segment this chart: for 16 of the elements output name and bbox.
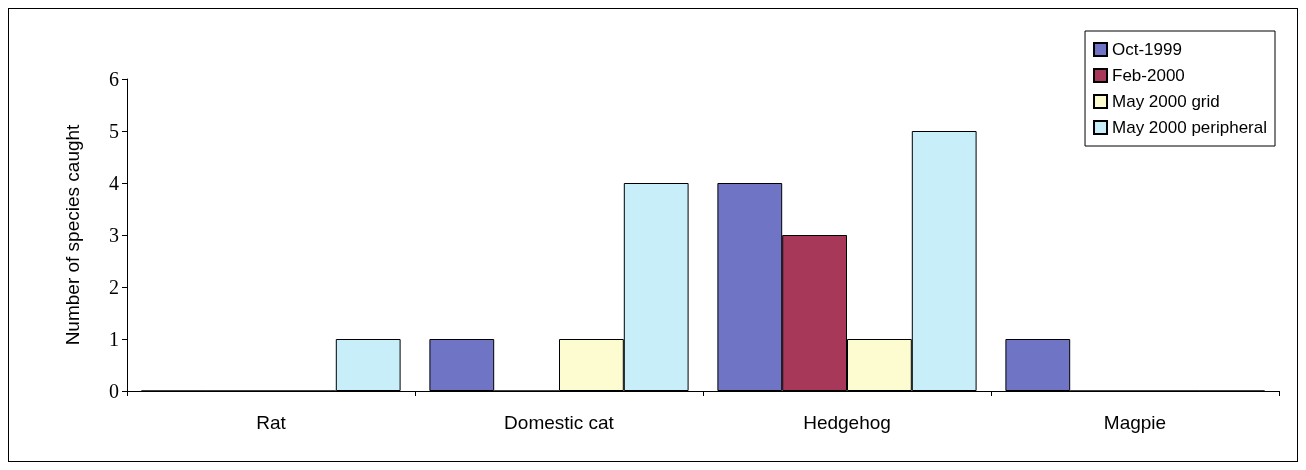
y-tick-label: 5 (109, 120, 119, 142)
y-tick-label: 3 (109, 224, 119, 246)
y-tick-label: 1 (109, 328, 119, 350)
legend-label: Feb-2000 (1112, 66, 1185, 85)
x-tick-label: Magpie (1103, 412, 1167, 433)
x-tick-label: Domestic cat (504, 412, 615, 433)
x-tick-label: Hedgehog (803, 412, 891, 433)
y-tick-label: 6 (109, 68, 119, 90)
legend-label: May 2000 grid (1112, 92, 1220, 111)
legend-label: May 2000 peripheral (1112, 118, 1267, 137)
y-axis-title: Number of species caught (62, 123, 83, 346)
x-tick-label: Rat (256, 412, 287, 433)
y-tick-label: 0 (109, 380, 119, 402)
legend-label: Oct-1999 (1112, 40, 1182, 59)
y-tick-label: 4 (109, 172, 119, 194)
y-tick-label: 2 (109, 276, 119, 298)
